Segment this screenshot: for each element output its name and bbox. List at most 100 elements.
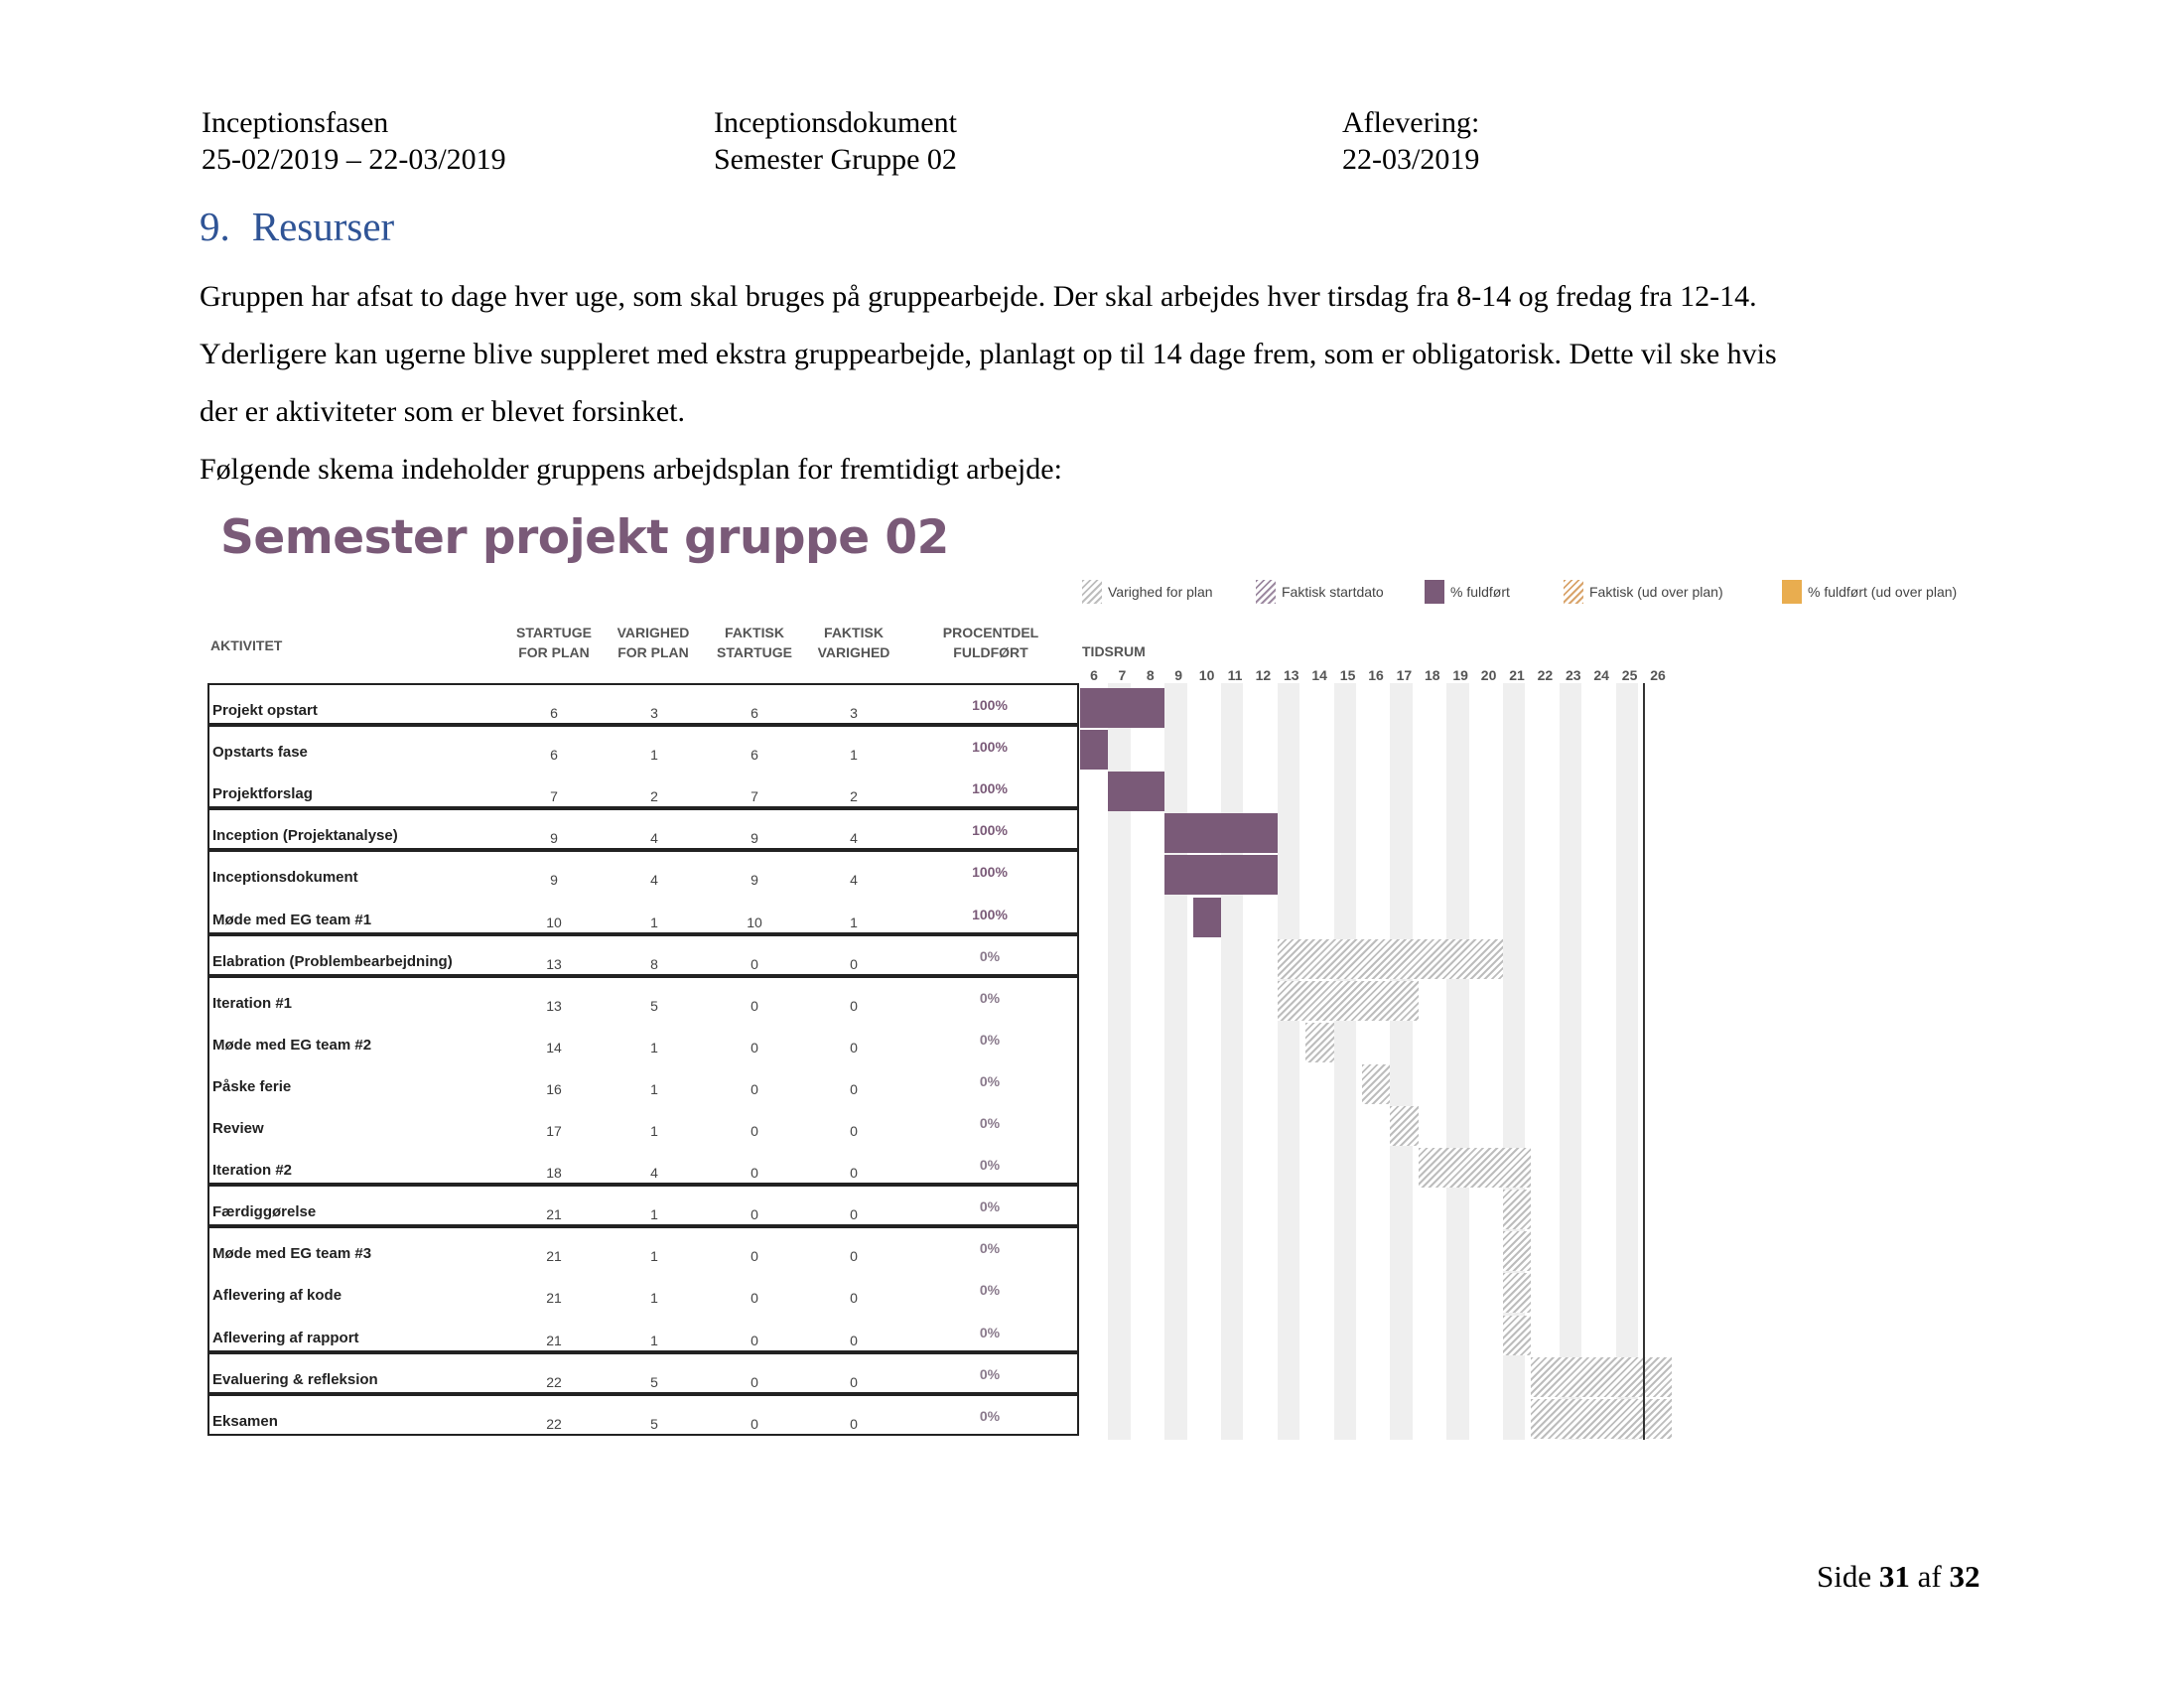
task-plan-duration: 1 [650, 1332, 658, 1348]
task-group-box [207, 1351, 1079, 1394]
gantt-bar-planned [1277, 980, 1419, 1021]
task-group-box [207, 725, 1079, 809]
timeline-stripe [1333, 683, 1356, 1440]
gantt-bar-planned [1503, 1190, 1532, 1230]
week-tick-label: 22 [1537, 667, 1554, 683]
gantt-bar-planned [1277, 938, 1503, 979]
task-actual-start: 6 [751, 705, 758, 721]
task-actual-start: 0 [751, 1332, 758, 1348]
task-plan-start: 6 [550, 747, 558, 764]
timeline-stripe [1108, 683, 1131, 1440]
gantt-bar-complete [1108, 772, 1165, 812]
task-actual-duration: 0 [850, 1080, 858, 1097]
task-actual-duration: 4 [850, 872, 858, 889]
legend-item-actual-start: Faktisk startdato [1256, 577, 1384, 607]
task-group-box [207, 683, 1079, 726]
task-name: Inceptionsdokument [212, 869, 358, 887]
week-tick-label: 9 [1174, 667, 1183, 683]
paragraph-line: Yderligere kan ugerne blive suppleret me… [200, 338, 1777, 370]
col-header-line: PROCENTDEL [942, 625, 1039, 640]
header-document: Inceptionsdokument Semester Gruppe 02 [714, 104, 957, 178]
task-actual-start: 0 [751, 1039, 758, 1055]
page-number-prefix: Side [1817, 1559, 1872, 1594]
task-actual-start: 0 [751, 1206, 758, 1223]
week-tick-label: 20 [1480, 667, 1497, 683]
legend-item-percent-over-plan: % fuldført (ud over plan) [1782, 577, 1957, 607]
task-percent: 100% [972, 864, 1008, 881]
gantt-bar-planned [1503, 1315, 1532, 1355]
gantt-bar-planned [1418, 1148, 1532, 1189]
task-plan-duration: 4 [650, 830, 658, 847]
task-actual-start: 0 [751, 1123, 758, 1139]
col-header-actual-duration: FAKTISK VARIGHED [804, 623, 903, 662]
task-plan-duration: 8 [650, 955, 658, 972]
week-tick-label: 19 [1452, 667, 1468, 683]
col-header-line: STARTUGE [516, 625, 592, 640]
legend-item-plan-duration: Varighed for plan [1082, 577, 1213, 607]
gantt-bar-complete [1192, 897, 1221, 937]
col-header-line: VARIGHED [616, 625, 690, 640]
task-plan-duration: 1 [650, 1248, 658, 1265]
task-actual-duration: 4 [850, 830, 858, 847]
week-tick-label: 13 [1284, 667, 1299, 683]
task-actual-start: 10 [747, 914, 762, 930]
task-plan-duration: 1 [650, 1290, 658, 1307]
week-tick-label: 24 [1593, 667, 1609, 683]
gantt-bar-planned [1503, 1273, 1532, 1314]
task-group-box [207, 1226, 1079, 1352]
task-plan-start: 9 [550, 830, 558, 847]
week-tick-label: 10 [1198, 667, 1215, 683]
task-group-box [207, 1393, 1079, 1436]
timeline-stripe [1164, 683, 1187, 1440]
task-actual-start: 9 [751, 830, 758, 847]
task-actual-duration: 0 [850, 1206, 858, 1223]
task-group-box [207, 1185, 1079, 1227]
task-actual-start: 0 [751, 1080, 758, 1097]
task-plan-start: 13 [546, 997, 562, 1014]
task-actual-duration: 3 [850, 705, 858, 721]
solid-purple-swatch-icon [1425, 580, 1444, 604]
task-actual-duration: 0 [850, 1248, 858, 1265]
header-delivery: Aflevering: 22-03/2019 [1342, 104, 1479, 178]
col-header-timeline: TIDSRUM [1082, 643, 1146, 659]
gantt-bar-complete [1164, 813, 1278, 854]
gantt-bar-complete [1080, 730, 1109, 771]
task-name: Review [212, 1120, 264, 1137]
task-plan-duration: 1 [650, 1039, 658, 1055]
task-actual-duration: 1 [850, 747, 858, 764]
timeline-stripe [1615, 683, 1638, 1440]
page-number-total: 32 [1949, 1559, 1980, 1594]
paragraph-line: Følgende skema indeholder gruppens arbej… [200, 453, 1062, 486]
task-plan-start: 6 [550, 705, 558, 721]
page-number-current: 31 [1878, 1559, 1910, 1594]
task-percent: 100% [972, 822, 1008, 839]
col-header-line: FAKTISK [824, 625, 884, 640]
task-name: Eksamen [212, 1412, 278, 1430]
task-actual-start: 0 [751, 1248, 758, 1265]
task-plan-duration: 1 [650, 1123, 658, 1139]
col-header-line: STARTUGE [717, 644, 792, 660]
task-actual-duration: 1 [850, 914, 858, 930]
task-name: Projekt opstart [212, 702, 318, 719]
task-plan-start: 21 [546, 1332, 562, 1348]
task-actual-duration: 0 [850, 1039, 858, 1055]
legend-label: Varighed for plan [1108, 584, 1213, 600]
timeline-stripe [1559, 683, 1582, 1440]
week-tick-label: 11 [1227, 667, 1243, 683]
section-number: 9. [200, 204, 230, 249]
week-tick-label: 18 [1425, 667, 1440, 683]
task-plan-start: 13 [546, 955, 562, 972]
task-plan-duration: 2 [650, 788, 658, 805]
task-name: Opstarts fase [212, 744, 308, 762]
week-tick-label: 14 [1311, 667, 1327, 683]
task-actual-duration: 0 [850, 1373, 858, 1390]
timeline-stripe [1390, 683, 1413, 1440]
task-name: Projektforslag [212, 785, 313, 803]
task-plan-start: 9 [550, 872, 558, 889]
paragraph-line: Gruppen har afsat to dage hver uge, som … [200, 280, 1757, 313]
task-percent: 0% [979, 1240, 1001, 1257]
page-number: Side 31 af 32 [1817, 1559, 1979, 1595]
timeline-stripe [1277, 683, 1300, 1440]
week-tick-label: 26 [1650, 667, 1666, 683]
task-percent: 0% [979, 1407, 1001, 1424]
